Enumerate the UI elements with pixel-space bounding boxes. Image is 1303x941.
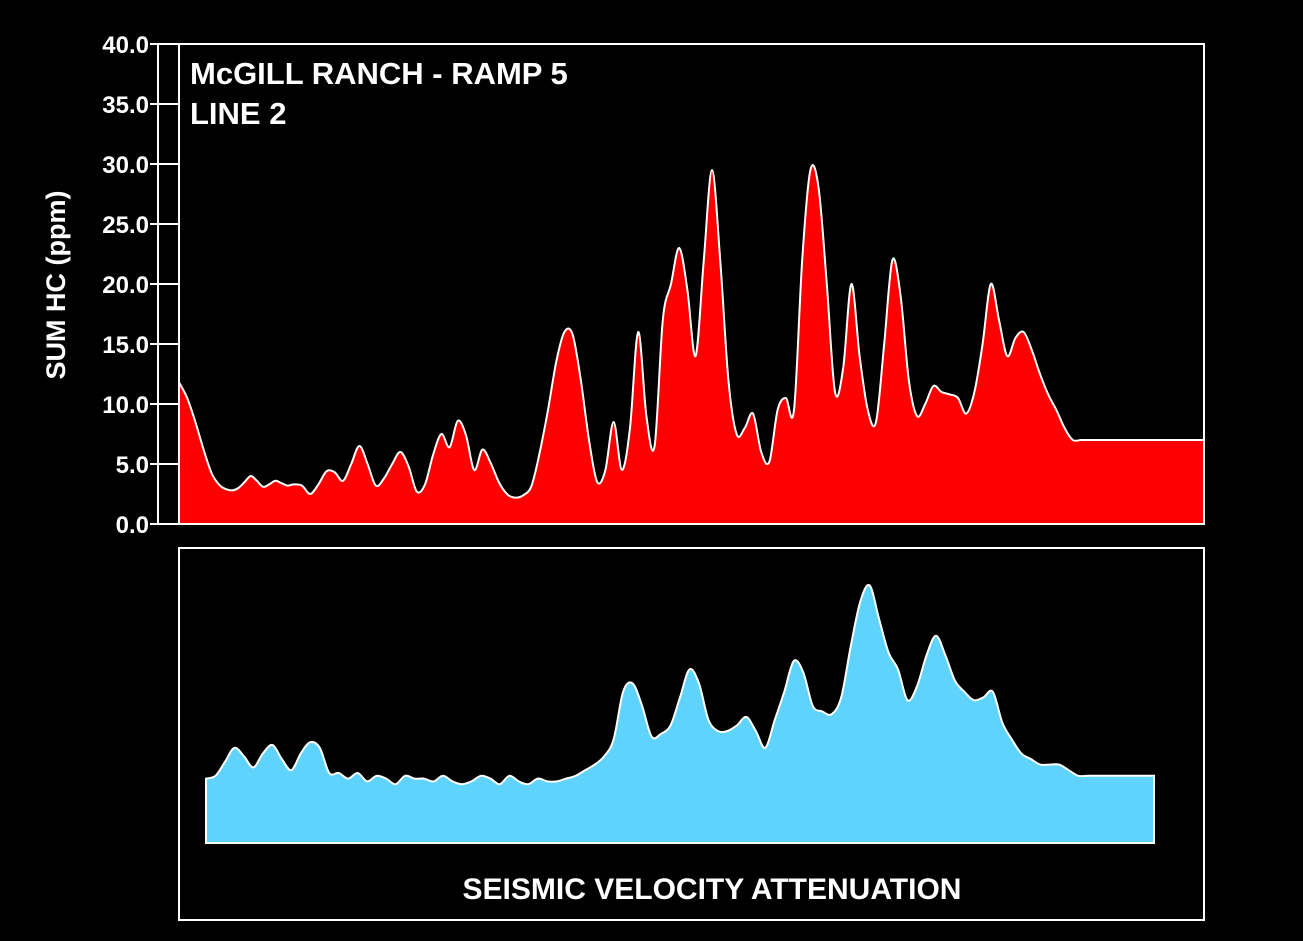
y-tick-label: 25.0 bbox=[102, 212, 149, 239]
chart-title: McGILL RANCH - RAMP 5 bbox=[190, 56, 568, 91]
y-tick-label: 10.0 bbox=[102, 392, 149, 419]
seismic-chart: SEISMIC VELOCITY ATTENUATION bbox=[178, 547, 1205, 921]
y-tick-label: 30.0 bbox=[102, 152, 149, 179]
chart-subtitle: LINE 2 bbox=[190, 96, 286, 131]
y-axis-label: SUM HC (ppm) bbox=[41, 191, 71, 380]
seismic-panel-frame bbox=[178, 547, 1205, 921]
y-tick-label: 5.0 bbox=[116, 452, 149, 479]
y-tick-label: 20.0 bbox=[102, 272, 149, 299]
hc-chart: 0.0 5.0 10.0 15.0 20.0 25.0 30.0 35.0 40.0 McGIL… bbox=[41, 32, 1205, 539]
seismic-area-series bbox=[205, 583, 1155, 844]
seismic-label: SEISMIC VELOCITY ATTENUATION bbox=[463, 873, 962, 906]
y-tick-label: 40.0 bbox=[102, 32, 149, 59]
hc-y-axis: 0.0 5.0 10.0 15.0 20.0 25.0 30.0 35.0 40.0 bbox=[102, 32, 179, 539]
y-tick-label: 15.0 bbox=[102, 332, 149, 359]
y-tick-label: 35.0 bbox=[102, 92, 149, 119]
y-tick-label: 0.0 bbox=[116, 512, 149, 539]
hc-area-series bbox=[178, 164, 1205, 525]
